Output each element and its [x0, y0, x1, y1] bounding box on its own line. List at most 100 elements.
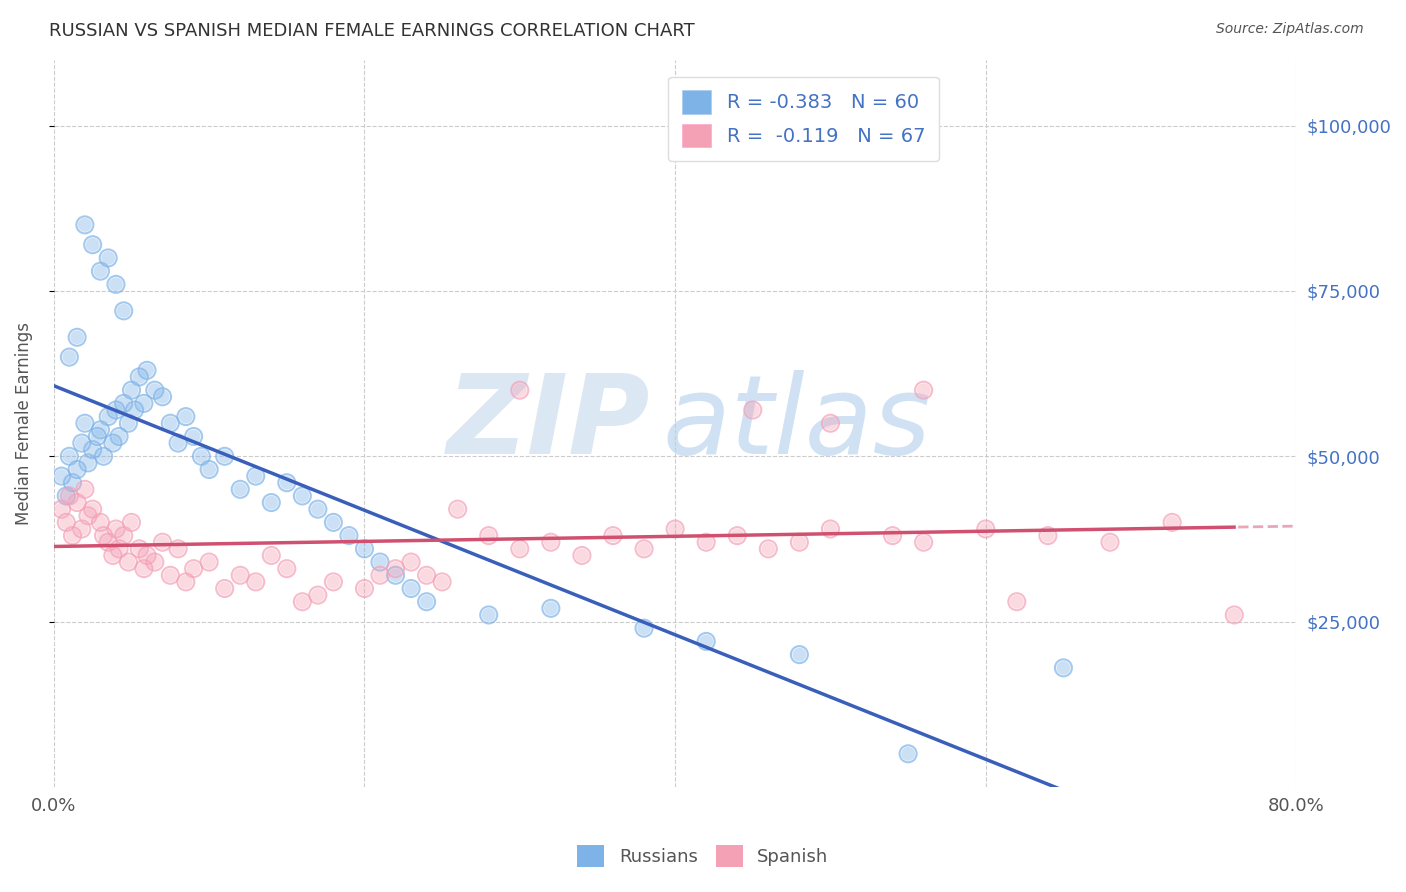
Point — [70, 436, 93, 450]
Point — [291, 489, 314, 503]
Point — [93, 450, 115, 464]
Point — [143, 383, 166, 397]
Point — [974, 522, 997, 536]
Point — [478, 607, 501, 622]
Point — [101, 436, 124, 450]
Point — [741, 403, 763, 417]
Point — [198, 555, 221, 569]
Point — [337, 528, 360, 542]
Point — [101, 549, 124, 563]
Point — [97, 409, 120, 424]
Point — [571, 549, 593, 563]
Point — [509, 383, 531, 397]
Point — [1036, 528, 1059, 542]
Point — [51, 502, 73, 516]
Point — [695, 634, 717, 648]
Point — [143, 555, 166, 569]
Point — [183, 429, 205, 443]
Point — [167, 541, 190, 556]
Point — [756, 541, 779, 556]
Point — [82, 237, 104, 252]
Point — [174, 574, 197, 589]
Point — [1052, 661, 1074, 675]
Point — [167, 541, 190, 556]
Point — [430, 574, 453, 589]
Point — [540, 535, 562, 549]
Legend: R = -0.383   N = 60, R =  -0.119   N = 67: R = -0.383 N = 60, R = -0.119 N = 67 — [668, 77, 939, 161]
Point — [741, 403, 763, 417]
Legend: Russians, Spanish: Russians, Spanish — [571, 838, 835, 874]
Point — [152, 390, 174, 404]
Point — [112, 303, 135, 318]
Point — [136, 363, 159, 377]
Point — [121, 516, 143, 530]
Point — [104, 522, 127, 536]
Point — [353, 582, 375, 596]
Point — [725, 528, 748, 542]
Point — [820, 522, 842, 536]
Point — [73, 416, 96, 430]
Point — [97, 535, 120, 549]
Point — [882, 528, 904, 542]
Point — [55, 489, 77, 503]
Point — [190, 450, 212, 464]
Point — [77, 508, 100, 523]
Point — [183, 562, 205, 576]
Point — [974, 522, 997, 536]
Point — [415, 595, 437, 609]
Point — [789, 535, 811, 549]
Point — [602, 528, 624, 542]
Point — [633, 621, 655, 635]
Point — [229, 483, 252, 497]
Point — [260, 495, 283, 509]
Point — [1005, 595, 1028, 609]
Point — [73, 483, 96, 497]
Point — [97, 409, 120, 424]
Point — [229, 568, 252, 582]
Point — [104, 277, 127, 292]
Point — [121, 383, 143, 397]
Point — [912, 383, 935, 397]
Point — [1005, 595, 1028, 609]
Point — [128, 541, 150, 556]
Point — [260, 495, 283, 509]
Point — [152, 390, 174, 404]
Point — [70, 522, 93, 536]
Point — [399, 582, 422, 596]
Point — [912, 383, 935, 397]
Point — [276, 475, 298, 490]
Point — [307, 588, 329, 602]
Point — [633, 541, 655, 556]
Point — [478, 607, 501, 622]
Point — [897, 747, 920, 761]
Point — [124, 403, 146, 417]
Point — [108, 429, 131, 443]
Point — [104, 403, 127, 417]
Point — [1223, 607, 1246, 622]
Point — [112, 396, 135, 410]
Point — [260, 549, 283, 563]
Point — [695, 535, 717, 549]
Point — [86, 429, 108, 443]
Point — [62, 475, 84, 490]
Point — [97, 251, 120, 265]
Point — [353, 541, 375, 556]
Point — [353, 582, 375, 596]
Point — [447, 502, 470, 516]
Point — [478, 528, 501, 542]
Point — [897, 747, 920, 761]
Point — [695, 634, 717, 648]
Point — [121, 516, 143, 530]
Point — [198, 462, 221, 476]
Point — [664, 522, 686, 536]
Point — [214, 582, 236, 596]
Point — [167, 436, 190, 450]
Point — [132, 396, 155, 410]
Point — [245, 469, 267, 483]
Point — [89, 423, 111, 437]
Point — [478, 528, 501, 542]
Point — [97, 535, 120, 549]
Point — [276, 562, 298, 576]
Point — [820, 522, 842, 536]
Point — [104, 522, 127, 536]
